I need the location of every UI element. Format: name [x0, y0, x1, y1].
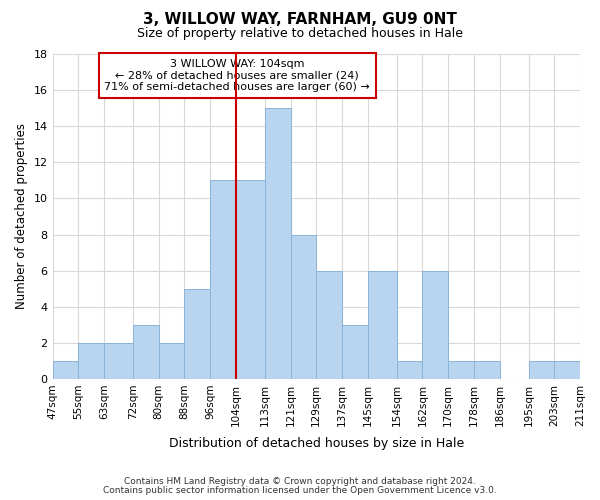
Text: Size of property relative to detached houses in Hale: Size of property relative to detached ho…: [137, 28, 463, 40]
Bar: [78, 343, 104, 379]
Bar: [316, 270, 342, 379]
Bar: [236, 180, 265, 379]
Bar: [474, 361, 500, 379]
X-axis label: Distribution of detached houses by size in Hale: Distribution of detached houses by size …: [169, 437, 464, 450]
Bar: [265, 108, 290, 379]
Text: Contains public sector information licensed under the Open Government Licence v3: Contains public sector information licen…: [103, 486, 497, 495]
Bar: [422, 270, 448, 379]
Bar: [368, 270, 397, 379]
Bar: [133, 325, 158, 379]
Bar: [397, 361, 422, 379]
Bar: [529, 361, 554, 379]
Bar: [184, 288, 210, 379]
Text: 3, WILLOW WAY, FARNHAM, GU9 0NT: 3, WILLOW WAY, FARNHAM, GU9 0NT: [143, 12, 457, 28]
Bar: [210, 180, 236, 379]
Bar: [104, 343, 133, 379]
Bar: [448, 361, 474, 379]
Bar: [290, 234, 316, 379]
Bar: [53, 361, 78, 379]
Bar: [158, 343, 184, 379]
Text: Contains HM Land Registry data © Crown copyright and database right 2024.: Contains HM Land Registry data © Crown c…: [124, 477, 476, 486]
Bar: [554, 361, 580, 379]
Y-axis label: Number of detached properties: Number of detached properties: [15, 124, 28, 310]
Bar: [342, 325, 368, 379]
Text: 3 WILLOW WAY: 104sqm
← 28% of detached houses are smaller (24)
71% of semi-detac: 3 WILLOW WAY: 104sqm ← 28% of detached h…: [104, 59, 370, 92]
